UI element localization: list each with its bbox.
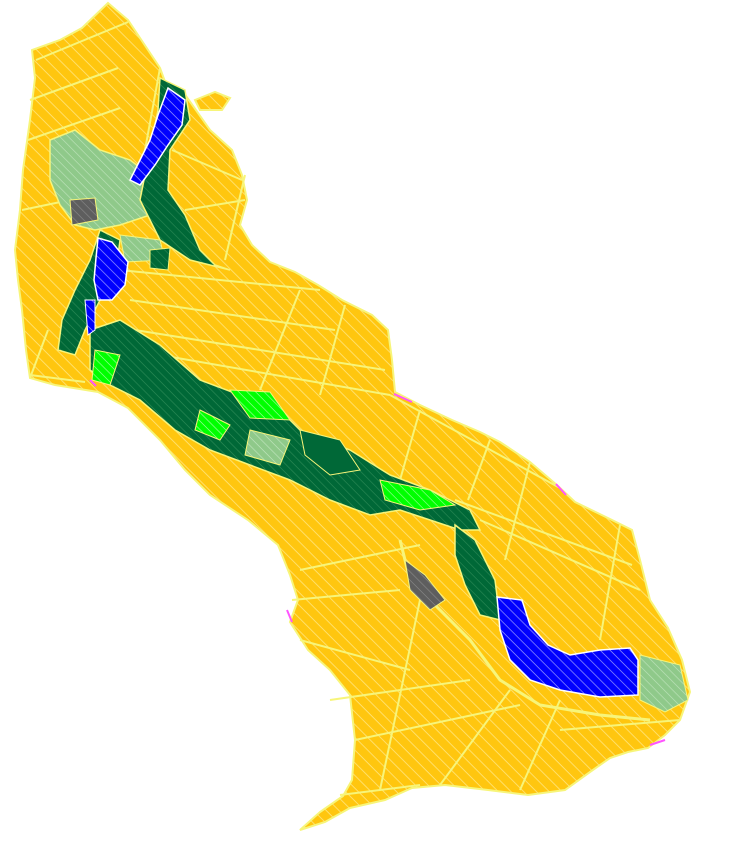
field-boundaries — [21, 21, 681, 796]
stream-segment — [84, 299, 96, 336]
middle-pond — [93, 237, 129, 301]
small-pond-outline — [193, 90, 232, 111]
arable-land-area — [13, 1, 692, 831]
boundary-marks — [89, 379, 666, 746]
settlement-area — [49, 129, 171, 271]
water-bodies — [84, 86, 639, 698]
lower-reservoir — [496, 596, 639, 698]
upper-reservoir — [128, 86, 186, 186]
